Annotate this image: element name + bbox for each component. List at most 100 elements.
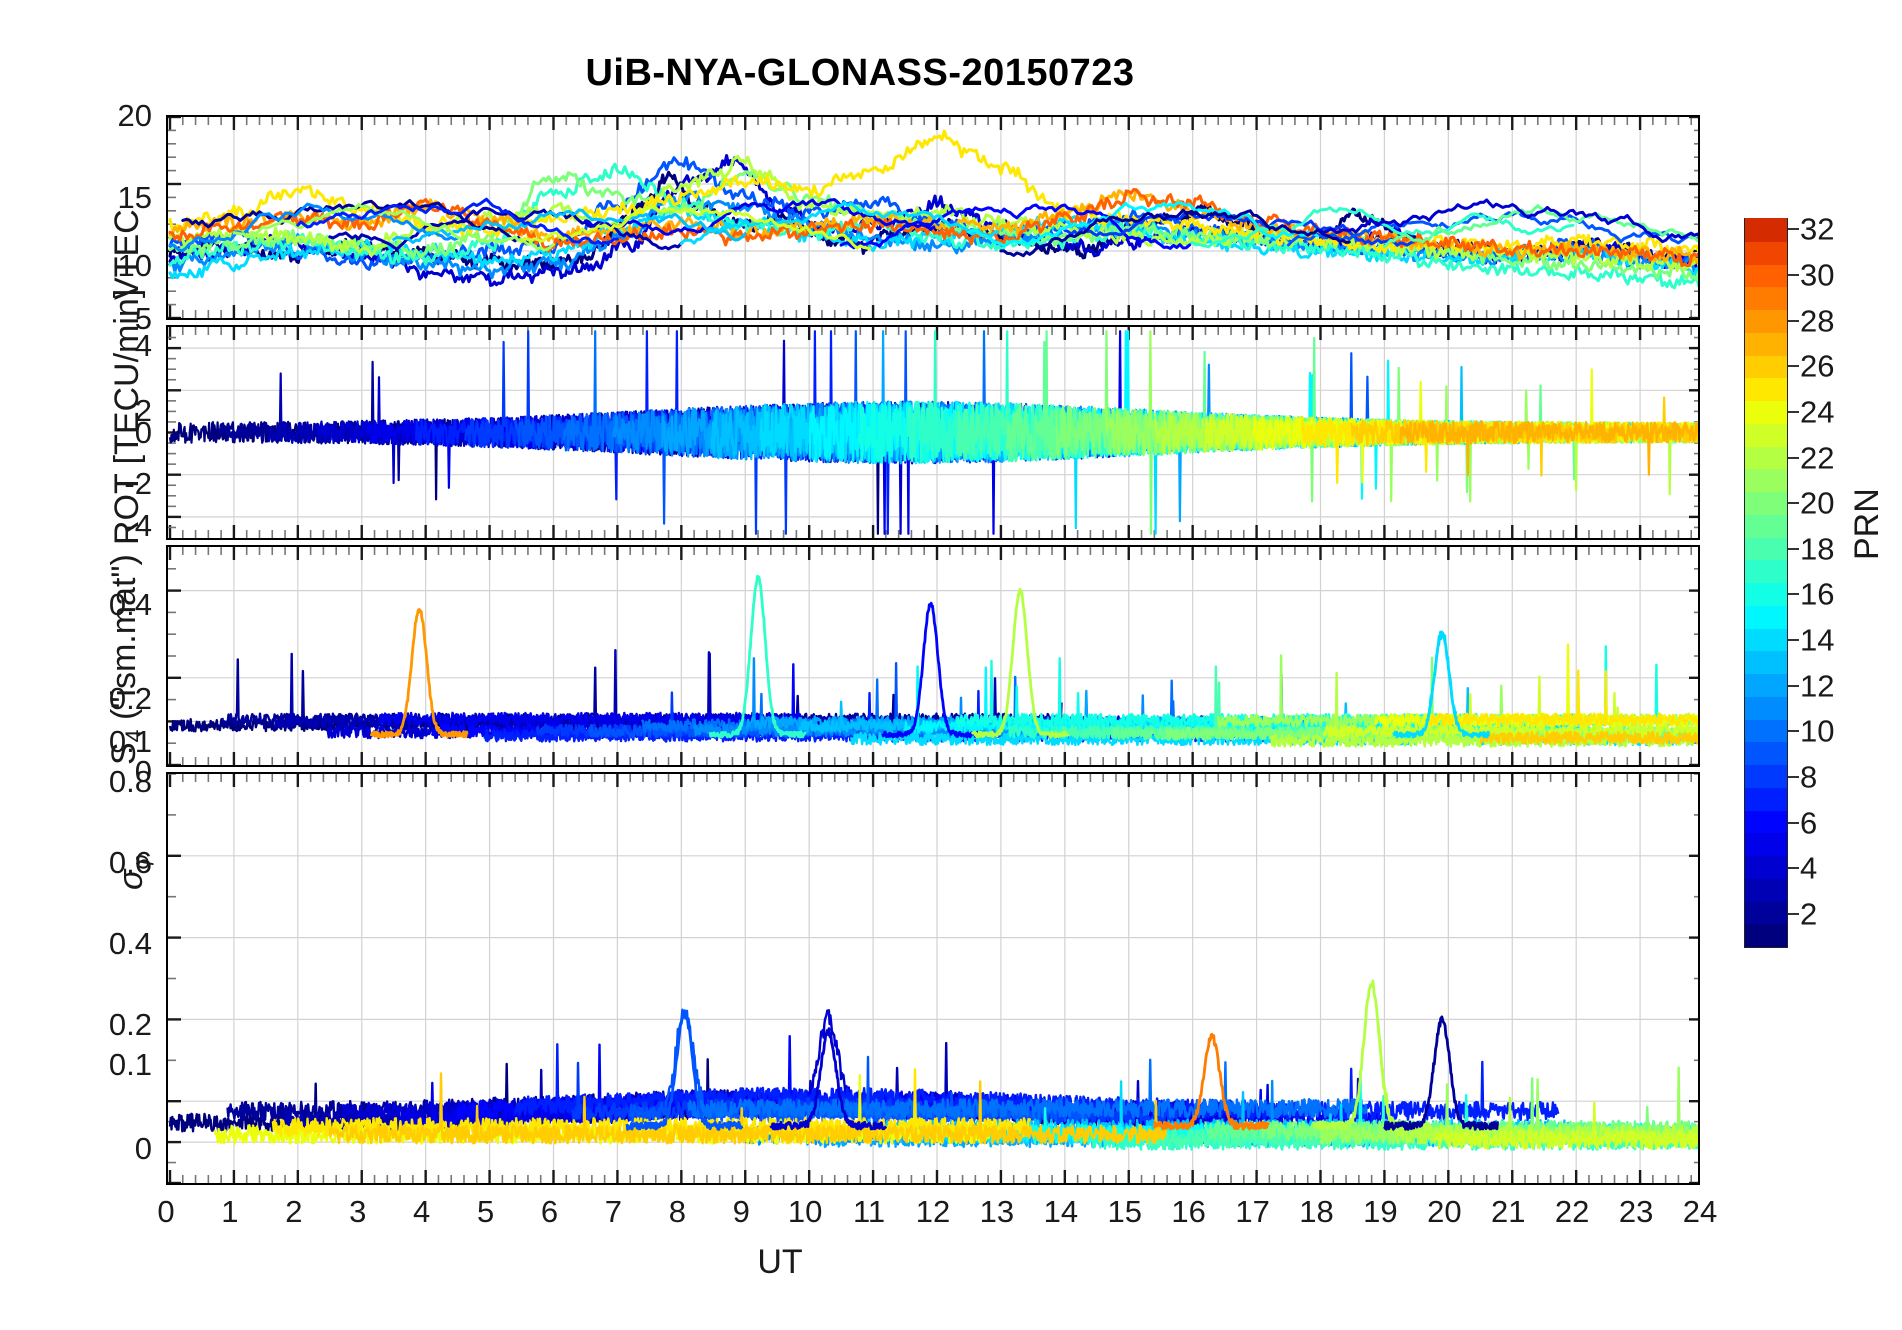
colorbar-band	[1745, 286, 1787, 310]
phi-glyph: φ	[127, 854, 154, 870]
x-axis-tick-label: 18	[1299, 1194, 1334, 1229]
colorbar-tick-label: 30	[1800, 257, 1835, 293]
colorbar-tick	[1788, 456, 1799, 459]
colorbar-band	[1745, 809, 1787, 834]
colorbar-band	[1745, 354, 1787, 379]
colorbar-band	[1745, 217, 1787, 242]
x-axis-tick-label: 11	[852, 1194, 886, 1229]
x-axis-label: UT	[757, 1243, 803, 1281]
x-axis-tick-label: 8	[668, 1194, 686, 1229]
s4-ytick-01: 0.1	[108, 724, 152, 759]
sig-ytick-08: 0.8	[108, 764, 152, 799]
sig-ytick-06: 0.6	[108, 845, 152, 880]
x-axis-tick-label: 21	[1491, 1194, 1526, 1229]
x-axis-tick-label: 23	[1618, 1194, 1654, 1229]
colorbar-tick	[1788, 410, 1799, 413]
colorbar-tick	[1788, 730, 1799, 733]
s4-plot-area	[168, 547, 1698, 765]
x-axis-tick-label: 12	[915, 1194, 951, 1229]
rot-ytick-2: 2	[134, 393, 152, 428]
colorbar-tick-label: 16	[1800, 576, 1835, 612]
colorbar-tick-label: 12	[1800, 668, 1835, 704]
colorbar-tick-label: 26	[1800, 348, 1835, 384]
colorbar-band	[1745, 832, 1787, 856]
panel-vtec	[166, 115, 1700, 320]
rot-ytick-0: 0	[134, 415, 152, 450]
colorbar[interactable]	[1744, 217, 1788, 948]
x-axis-tick-label: 17	[1235, 1194, 1270, 1229]
s4-ytick-02: 0.2	[108, 681, 152, 716]
colorbar-band	[1745, 718, 1787, 743]
s4-label-rest: ("ism.mat")	[105, 554, 143, 730]
colorbar-tick	[1788, 547, 1799, 550]
vtec-ytick-5: 5	[134, 301, 152, 336]
colorbar-tick	[1788, 775, 1799, 778]
x-axis-tick-label: 14	[1043, 1194, 1079, 1229]
x-axis-tick-label: 5	[476, 1194, 495, 1229]
colorbar-tick-label: 28	[1800, 303, 1835, 339]
colorbar-tick-label: 8	[1800, 759, 1818, 795]
x-axis-tick-label: 4	[413, 1194, 431, 1229]
s4-label-sub: 4	[120, 729, 147, 743]
colorbar-label: PRN	[1848, 488, 1886, 560]
x-axis-tick-label: 0	[157, 1194, 175, 1229]
sig-ytick-02: 0.2	[108, 1007, 152, 1042]
s4-label-base: S	[105, 742, 143, 765]
colorbar-tick	[1788, 867, 1799, 870]
colorbar-band	[1745, 331, 1787, 356]
colorbar-band	[1745, 854, 1787, 879]
colorbar-tick-label: 32	[1800, 211, 1835, 247]
x-axis-tick-label: 19	[1363, 1194, 1398, 1229]
colorbar-tick-label: 24	[1800, 394, 1835, 430]
colorbar-band	[1745, 513, 1787, 538]
colorbar-band	[1745, 672, 1787, 697]
colorbar-tick	[1788, 365, 1799, 368]
colorbar-tick-label: 2	[1800, 896, 1818, 932]
colorbar-band	[1745, 786, 1787, 811]
colorbar-tick	[1788, 639, 1799, 642]
x-axis-tick-label: 22	[1554, 1194, 1590, 1229]
colorbar-tick	[1788, 228, 1799, 231]
sig-ytick-0: 0	[134, 1131, 152, 1166]
vtec-plot-area	[168, 117, 1698, 318]
x-axis-tick-label: 20	[1427, 1194, 1462, 1229]
colorbar-tick	[1788, 502, 1799, 505]
colorbar-tick	[1788, 912, 1799, 915]
panel-rot	[166, 325, 1700, 540]
x-axis-tick-label: 3	[349, 1194, 367, 1229]
vtec-ytick-20: 20	[117, 98, 152, 133]
panel-s4	[166, 545, 1700, 767]
colorbar-tick-label: 14	[1800, 622, 1835, 658]
sig-ytick-01: 0.1	[108, 1047, 152, 1082]
rot-ytick-m4: -4	[124, 508, 152, 543]
rot-plot-area	[168, 327, 1698, 538]
vtec-axis-label: VTEC	[108, 209, 146, 300]
rot-ytick-4: 4	[134, 328, 152, 363]
rot-axis-label: ROT [TECU/min]	[108, 288, 146, 545]
x-axis-tick-label: 10	[787, 1194, 823, 1229]
colorbar-tick-label: 4	[1800, 850, 1818, 886]
colorbar-band	[1745, 468, 1787, 492]
colorbar-tick-label: 6	[1800, 805, 1818, 841]
sig-ytick-04: 0.4	[108, 926, 152, 961]
colorbar-band	[1745, 490, 1787, 515]
colorbar-band	[1745, 559, 1787, 583]
colorbar-band	[1745, 445, 1787, 470]
colorbar-band	[1745, 695, 1787, 720]
s4-ytick-0: 0	[134, 754, 152, 789]
sigma-phi-plot-area	[168, 774, 1698, 1183]
colorbar-band	[1745, 763, 1787, 788]
colorbar-tick	[1788, 593, 1799, 596]
x-axis-tick-label: 6	[540, 1194, 559, 1229]
colorbar-band	[1745, 627, 1787, 652]
colorbar-tick	[1788, 319, 1799, 322]
rot-ytick-m2: -2	[124, 466, 152, 501]
x-axis-tick-label: 7	[604, 1194, 623, 1229]
colorbar-band	[1745, 536, 1787, 561]
colorbar-tick-label: 20	[1800, 485, 1835, 521]
colorbar-band	[1745, 308, 1787, 333]
colorbar-tick	[1788, 274, 1799, 277]
s4-ytick-04: 0.4	[108, 587, 152, 622]
x-axis-tick-label: 1	[221, 1194, 239, 1229]
colorbar-band	[1745, 650, 1787, 674]
